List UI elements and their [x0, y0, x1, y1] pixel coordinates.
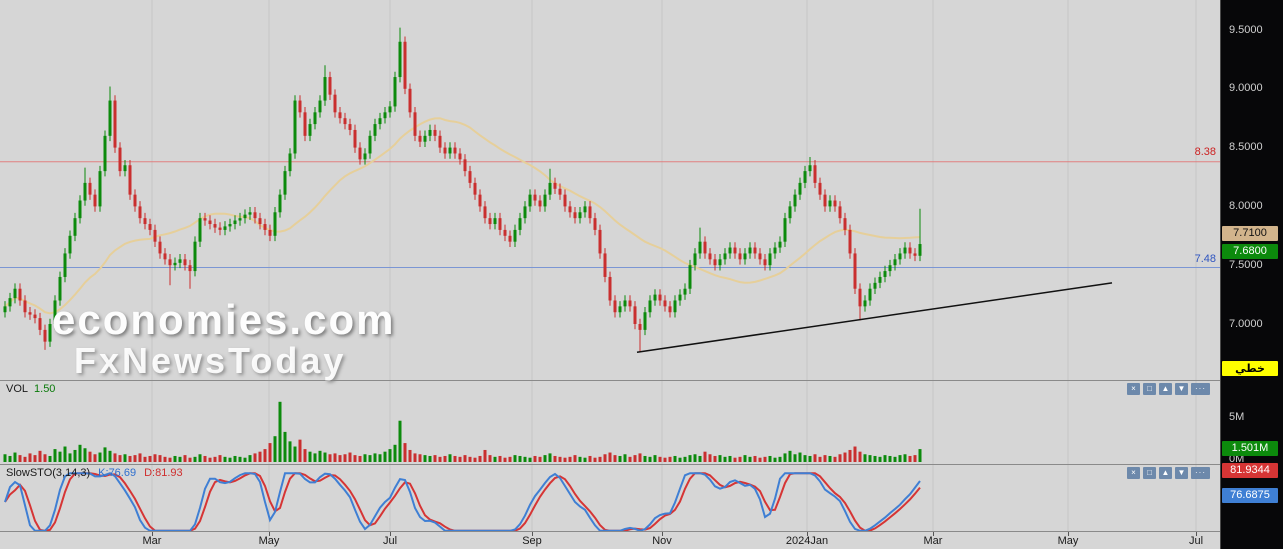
price-pane[interactable]: economies.com FxNewsToday 8.38 7.48 — [0, 0, 1220, 381]
time-tick-label: Jul — [382, 535, 398, 547]
stochastic-k-line — [4, 472, 921, 532]
price-tick-label: 9.5000 — [1229, 24, 1263, 36]
time-tick-label: Sep — [522, 535, 542, 547]
volume-pane-toolbar: × □ ▲ ▼ ··· — [1127, 383, 1210, 395]
close-pane-button[interactable]: × — [1127, 467, 1140, 479]
vertical-gridlines — [151, 0, 1197, 380]
support-price-label: 7.48 — [1194, 252, 1216, 265]
price-tick-label: 7.0000 — [1229, 318, 1263, 330]
price-tick-label: 9.0000 — [1229, 82, 1263, 94]
time-tick-mark — [390, 532, 391, 536]
time-tick-mark — [933, 532, 934, 536]
vertical-gridlines — [151, 465, 1197, 532]
maximize-pane-button[interactable]: □ — [1143, 383, 1156, 395]
price-tick-label: 7.5000 — [1229, 259, 1263, 271]
time-tick-label: May — [1057, 535, 1079, 547]
volume-pane-header: VOL 1.50 — [6, 383, 55, 395]
price-tick-label: 8.0000 — [1229, 200, 1263, 212]
stochastic-d-value: D:81.93 — [144, 467, 183, 479]
time-tick-label: Jul — [1188, 535, 1204, 547]
stochastic-d-badge: 81.9344 — [1222, 463, 1278, 478]
time-tick-label: Mar — [923, 535, 943, 547]
pane-options-button[interactable]: ··· — [1191, 467, 1210, 479]
move-pane-up-button[interactable]: ▲ — [1159, 383, 1172, 395]
moving-average-line — [4, 117, 921, 315]
candles-group — [3, 27, 922, 353]
time-tick-mark — [1068, 532, 1069, 536]
move-pane-down-button[interactable]: ▼ — [1175, 467, 1188, 479]
time-tick-label: May — [258, 535, 280, 547]
move-pane-up-button[interactable]: ▲ — [1159, 467, 1172, 479]
time-tick-label: Nov — [652, 535, 672, 547]
trend-line — [636, 282, 1113, 353]
move-pane-down-button[interactable]: ▼ — [1175, 383, 1188, 395]
stochastic-k-badge: 76.6875 — [1222, 488, 1278, 503]
stochastic-indicator-label: SlowSTO(3,14,3) — [6, 467, 91, 479]
stochastic-canvas[interactable] — [0, 465, 1220, 532]
time-axis[interactable]: Mar May Jul Sep Nov 2024Jan Mar May Jul — [0, 531, 1220, 549]
previous-price-badge: 7.7100 — [1222, 225, 1278, 241]
price-axis-panel[interactable]: 7.7100 7.6800 خطي 1.501M 81.9344 76.6875… — [1220, 0, 1283, 549]
volume-indicator-value: 1.50 — [34, 383, 56, 395]
time-tick-label: 2024Jan — [785, 535, 829, 547]
stochastic-pane[interactable]: SlowSTO(3,14,3) K:76.69 D:81.93 × □ ▲ ▼ ··· — [0, 464, 1220, 532]
price-tick-label: 8.5000 — [1229, 141, 1263, 153]
pane-options-button[interactable]: ··· — [1191, 383, 1210, 395]
stochastic-pane-header: SlowSTO(3,14,3) K:76.69 D:81.93 — [6, 467, 183, 479]
volume-pane[interactable]: VOL 1.50 × □ ▲ ▼ ··· — [0, 380, 1220, 465]
close-pane-button[interactable]: × — [1127, 383, 1140, 395]
time-tick-mark — [1196, 532, 1197, 536]
stochastic-pane-toolbar: × □ ▲ ▼ ··· — [1127, 467, 1210, 479]
time-tick-mark — [807, 532, 808, 536]
candlestick-canvas[interactable] — [0, 0, 1220, 380]
volume-canvas[interactable] — [0, 381, 1220, 465]
volume-tick-label: 5M — [1229, 411, 1245, 423]
volume-bars-group — [3, 401, 922, 462]
time-tick-mark — [269, 532, 270, 536]
time-tick-label: Mar — [142, 535, 162, 547]
time-tick-mark — [532, 532, 533, 536]
last-price-badge: 7.6800 — [1222, 244, 1278, 259]
volume-indicator-label: VOL — [6, 383, 29, 395]
volume-value-badge: 1.501M — [1222, 441, 1278, 457]
time-tick-mark — [662, 532, 663, 536]
maximize-pane-button[interactable]: □ — [1143, 467, 1156, 479]
time-tick-mark — [152, 532, 153, 536]
resistance-price-label: 8.38 — [1194, 145, 1216, 158]
stochastic-k-value: K:76.69 — [98, 467, 137, 479]
scale-type-badge[interactable]: خطي — [1222, 361, 1278, 376]
